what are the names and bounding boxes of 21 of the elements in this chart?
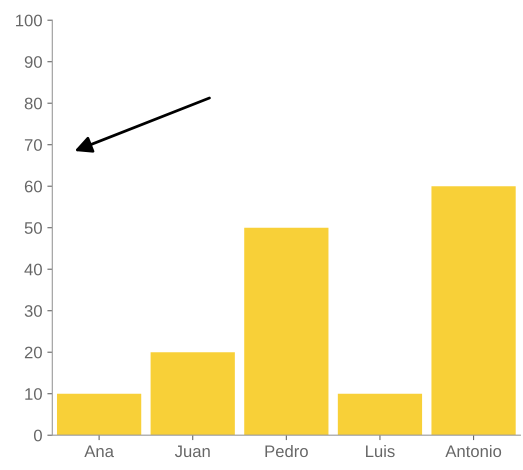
- x-tick-label: Luis: [366, 444, 395, 458]
- y-tick-label: 60: [24, 180, 42, 192]
- y-tick-label: 20: [24, 346, 42, 358]
- x-tick-label: Juan: [174, 446, 210, 458]
- bar: [431, 186, 516, 436]
- x-tick-label: Antonio: [445, 444, 502, 458]
- bar: [56, 394, 142, 436]
- bar: [244, 228, 328, 436]
- y-tick-label: 80: [24, 98, 42, 110]
- y-tick-label: 0: [34, 430, 42, 442]
- bar: [338, 394, 422, 436]
- y-tick-label: 90: [24, 56, 42, 68]
- bar: [150, 352, 235, 436]
- y-tick-label: 30: [24, 305, 42, 317]
- y-tick-label: 10: [25, 388, 42, 400]
- y-tick-label: 100: [16, 14, 42, 26]
- x-tick-label: Ana: [84, 446, 114, 458]
- y-tick-label: 40: [24, 264, 42, 276]
- x-tick-label: Pedro: [265, 444, 308, 458]
- y-tick-label: 50: [24, 222, 42, 234]
- y-tick-label: 70: [24, 139, 42, 151]
